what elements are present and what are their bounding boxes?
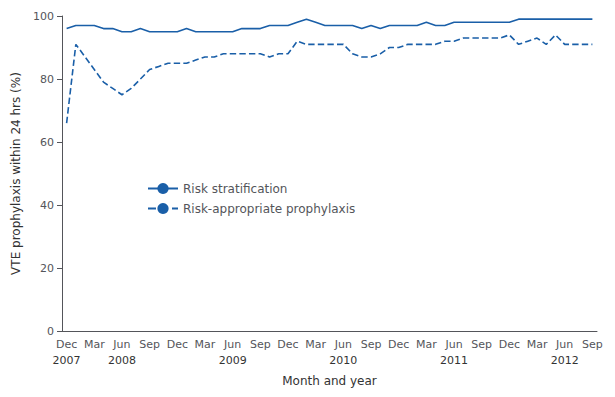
svg-text:Dec: Dec [499, 338, 520, 351]
svg-text:2011: 2011 [440, 354, 468, 367]
svg-text:Mar: Mar [305, 338, 326, 351]
svg-text:Mar: Mar [527, 338, 548, 351]
svg-text:60: 60 [40, 136, 54, 149]
svg-text:Sep: Sep [471, 338, 492, 351]
svg-text:Jun: Jun [112, 338, 130, 351]
svg-text:Dec: Dec [167, 338, 188, 351]
svg-text:Jun: Jun [444, 338, 462, 351]
svg-text:Dec: Dec [277, 338, 298, 351]
svg-text:40: 40 [40, 199, 54, 212]
svg-text:2012: 2012 [551, 354, 579, 367]
svg-text:Mar: Mar [195, 338, 216, 351]
svg-text:Jun: Jun [223, 338, 241, 351]
svg-text:100: 100 [33, 10, 54, 23]
svg-text:VTE prophylaxis within 24 hrs: VTE prophylaxis within 24 hrs (%) [9, 72, 23, 275]
svg-text:2010: 2010 [329, 354, 357, 367]
svg-text:Risk-appropriate prophylaxis: Risk-appropriate prophylaxis [183, 202, 355, 216]
svg-text:2007: 2007 [53, 354, 81, 367]
svg-text:Sep: Sep [582, 338, 603, 351]
svg-text:Jun: Jun [555, 338, 573, 351]
svg-text:2008: 2008 [108, 354, 136, 367]
svg-text:Mar: Mar [84, 338, 105, 351]
svg-text:Dec: Dec [56, 338, 77, 351]
svg-text:Risk stratification: Risk stratification [183, 182, 287, 196]
svg-text:Jun: Jun [334, 338, 352, 351]
svg-text:Month and year: Month and year [282, 374, 377, 388]
svg-text:Sep: Sep [139, 338, 160, 351]
svg-text:Sep: Sep [250, 338, 271, 351]
svg-text:Dec: Dec [388, 338, 409, 351]
svg-text:80: 80 [40, 73, 54, 86]
svg-text:Sep: Sep [361, 338, 382, 351]
svg-text:0: 0 [47, 325, 54, 338]
svg-text:Mar: Mar [416, 338, 437, 351]
svg-text:20: 20 [40, 262, 54, 275]
svg-text:2009: 2009 [219, 354, 247, 367]
